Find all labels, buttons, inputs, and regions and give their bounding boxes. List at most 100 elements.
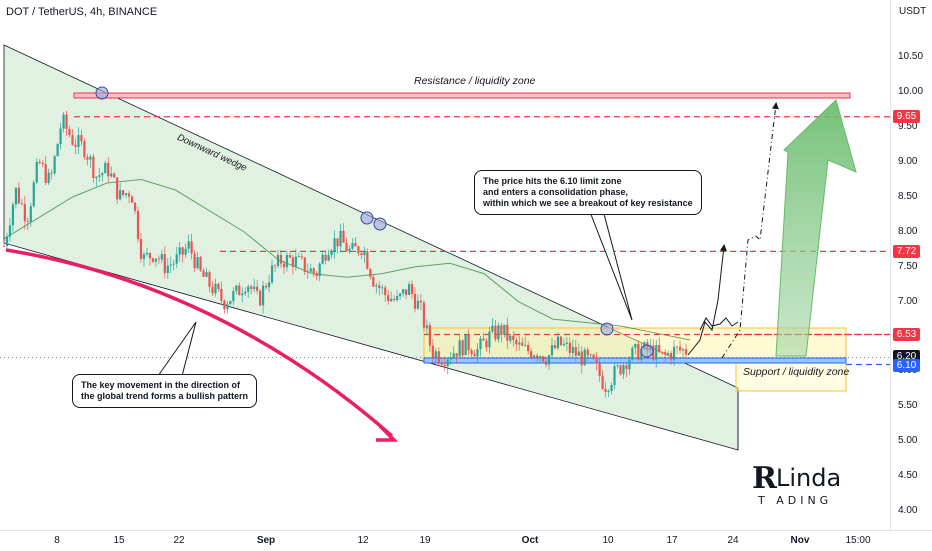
- candle-body: [658, 345, 661, 352]
- candle-body: [422, 302, 426, 328]
- candle-body: [312, 268, 315, 274]
- price-tick-label: 8.00: [898, 225, 918, 237]
- candle-body: [482, 338, 485, 341]
- touch-marker: [95, 86, 109, 100]
- candle-body: [378, 285, 381, 288]
- candle-body: [133, 202, 137, 212]
- candle-body: [553, 345, 557, 349]
- candle-body: [541, 356, 545, 362]
- candle-body: [628, 359, 631, 370]
- candle-body: [288, 255, 292, 258]
- chart-symbol-title: DOT / TetherUS, 4h, BINANCE: [6, 6, 158, 18]
- candle-body: [574, 347, 577, 356]
- candle-body: [342, 230, 345, 243]
- candle-body: [160, 254, 163, 260]
- candle-body: [244, 291, 247, 294]
- price-axis[interactable]: [890, 0, 932, 530]
- candle-body: [276, 254, 280, 266]
- candle-body: [264, 285, 268, 288]
- candle-body: [434, 351, 437, 358]
- candle-body: [675, 346, 679, 348]
- candle-body: [205, 272, 208, 277]
- time-axis[interactable]: [0, 530, 932, 551]
- price-level-badge: 7.72: [893, 244, 920, 258]
- candle-body: [86, 157, 89, 160]
- candle-body: [232, 291, 235, 301]
- candle-body: [613, 366, 616, 386]
- candle-body: [148, 252, 152, 259]
- candle-body: [503, 324, 506, 335]
- candle-body: [547, 355, 551, 365]
- candle-body: [565, 342, 568, 344]
- linda-trading-logo: R Linda T ADING: [752, 462, 841, 506]
- candle-body: [384, 287, 387, 296]
- candle-body: [446, 359, 449, 367]
- time-tick-label: 24: [727, 535, 739, 546]
- price-tick-label: 9.50: [898, 121, 918, 133]
- candle-body: [583, 349, 586, 366]
- candle-body: [467, 334, 470, 351]
- candle-body: [196, 257, 199, 269]
- candle-body: [348, 248, 351, 252]
- candle-body: [363, 251, 366, 256]
- candle-body: [351, 243, 354, 249]
- candle-body: [440, 362, 443, 365]
- candle-body: [253, 286, 256, 289]
- touch-marker: [360, 211, 374, 225]
- candle-body: [95, 176, 98, 179]
- candle-body: [56, 143, 59, 157]
- candle-body: [11, 204, 15, 226]
- candle-body: [267, 282, 271, 288]
- candle-body: [637, 343, 640, 360]
- candle-body: [655, 345, 658, 360]
- moving-average-path: [3, 179, 691, 341]
- candle-body: [360, 253, 363, 256]
- candle-body: [44, 164, 47, 184]
- candle-body: [401, 289, 405, 294]
- candle-body: [449, 358, 452, 360]
- projection-path-consolidation: [699, 317, 739, 331]
- candle-body: [229, 300, 232, 305]
- candle-body: [479, 338, 482, 350]
- note-bottom-pointer: [157, 321, 197, 377]
- candle-body: [53, 156, 56, 174]
- candle-body: [577, 351, 580, 356]
- candle-body: [256, 286, 259, 291]
- candle-body: [47, 172, 50, 184]
- candle-body: [35, 161, 38, 183]
- resistance-zone-label: Resistance / liquidity zone: [414, 75, 536, 87]
- price-tick-label: 8.50: [898, 190, 918, 202]
- candle-body: [527, 344, 530, 352]
- candle-body: [381, 287, 384, 289]
- candle-body: [74, 144, 77, 147]
- candle-body: [2, 245, 6, 247]
- support-zone-label: Support / liquidity zone: [743, 366, 850, 378]
- candle-body: [473, 354, 476, 357]
- candle-body: [80, 135, 83, 142]
- candle-body: [262, 285, 265, 306]
- candle-body: [279, 254, 283, 264]
- candle-body: [396, 296, 399, 301]
- candle-body: [595, 358, 598, 364]
- candle-body: [38, 161, 41, 164]
- candle-body: [431, 345, 434, 358]
- candle-body: [65, 114, 68, 129]
- candle-body: [339, 230, 342, 247]
- candle-body: [270, 265, 274, 283]
- candle-body: [387, 295, 390, 302]
- candle-body: [20, 203, 23, 205]
- price-tick-label: 10.50: [898, 51, 924, 63]
- candle-body: [544, 361, 548, 365]
- candle-body: [220, 288, 223, 301]
- candle-body: [303, 257, 306, 272]
- time-tick-label: 12: [357, 535, 369, 546]
- candle-body: [506, 324, 509, 341]
- candle-body: [419, 300, 423, 303]
- projection-path-solid: [687, 244, 727, 356]
- candle-body: [562, 343, 565, 346]
- time-tick-label: Sep: [256, 535, 276, 546]
- candle-body: [413, 293, 417, 309]
- candle-body: [321, 254, 324, 264]
- candle-body: [556, 336, 560, 349]
